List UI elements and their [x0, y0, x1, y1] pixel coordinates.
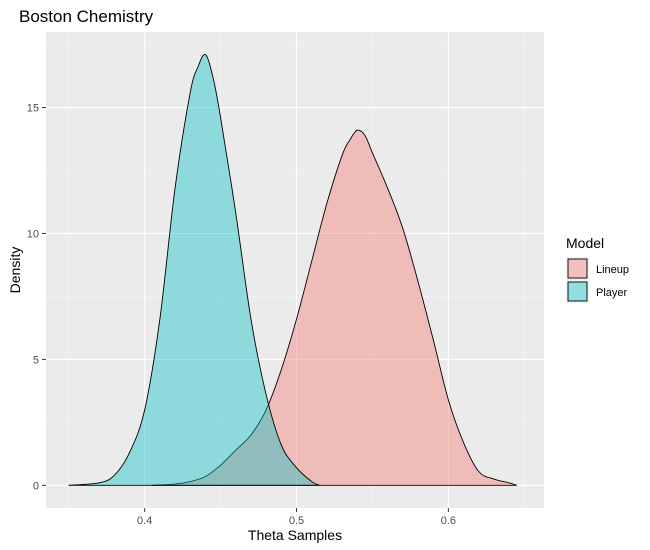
x-tick-label: 0.6: [441, 515, 456, 527]
legend-key-player: [567, 281, 588, 302]
grid-minor: [46, 32, 544, 508]
legend-key-lineup: [567, 258, 588, 279]
y-axis-ticks: 0 5 10 15: [27, 103, 46, 492]
density-line-lineup: [152, 129, 517, 486]
y-tick-label: 10: [27, 228, 39, 240]
legend-key-bg-player: [566, 280, 589, 303]
legend-label-lineup: Lineup: [596, 264, 629, 276]
y-axis-title: Density: [7, 247, 23, 294]
series-layer: [68, 54, 517, 486]
y-tick-label: 0: [33, 480, 39, 492]
density-area-player: [68, 54, 320, 486]
chart-title: Boston Chemistry: [19, 7, 154, 26]
x-tick-label: 0.4: [137, 515, 152, 527]
x-axis-ticks: 0.4 0.5 0.6: [137, 508, 456, 527]
legend-key-bg-lineup: [566, 257, 589, 280]
density-area-lineup: [152, 130, 517, 486]
density-line-player: [68, 54, 320, 486]
legend-title: Model: [566, 235, 604, 251]
plot-panel: [46, 32, 544, 508]
x-tick-label: 0.5: [289, 515, 304, 527]
x-axis-title: Theta Samples: [248, 527, 342, 543]
y-tick-label: 15: [27, 103, 39, 115]
legend-label-player: Player: [596, 287, 628, 299]
y-tick-label: 5: [33, 354, 39, 366]
legend: Model Lineup Player: [566, 235, 629, 303]
